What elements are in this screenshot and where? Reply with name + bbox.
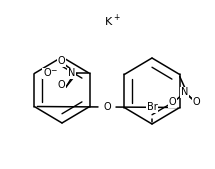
Text: O: O [58,56,66,66]
Text: O: O [193,98,201,107]
Text: O: O [43,68,51,78]
Text: −: − [50,66,57,75]
Text: O: O [103,102,111,112]
Text: K: K [104,17,112,27]
Text: Br: Br [147,102,157,112]
Text: N: N [68,68,75,78]
Text: N: N [181,88,188,98]
Text: +: + [113,13,119,22]
Text: O: O [169,98,177,107]
Text: O: O [58,80,66,91]
